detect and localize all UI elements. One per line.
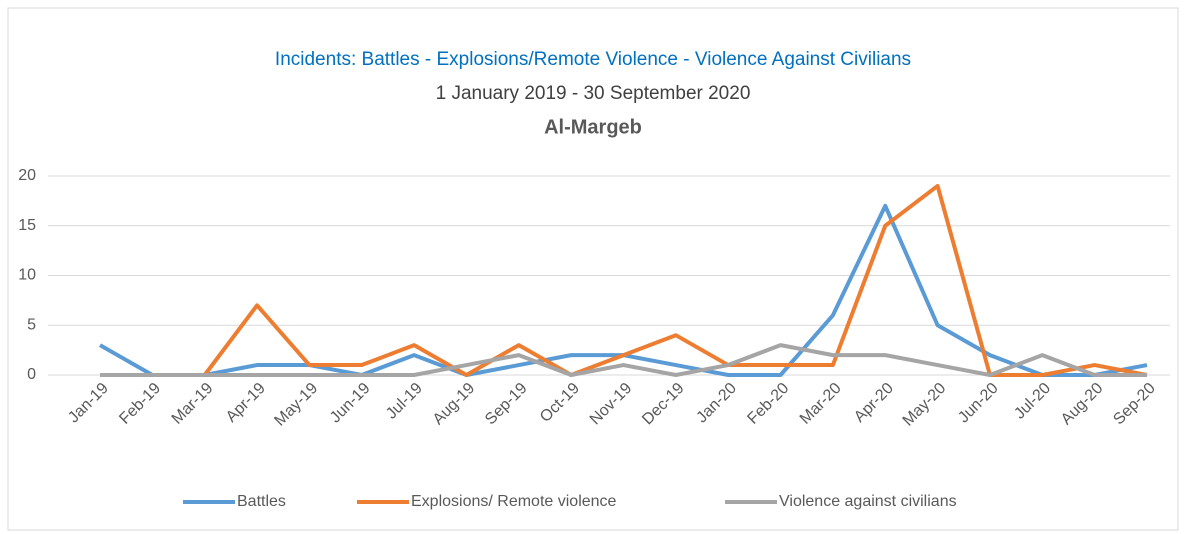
chart-subtitle: 1 January 2019 - 30 September 2020 xyxy=(436,83,751,104)
y-tick-label: 20 xyxy=(18,167,36,184)
series-line xyxy=(100,343,1147,377)
y-tick-label: 0 xyxy=(27,366,36,383)
series-line xyxy=(100,183,1148,377)
y-tick-label: 5 xyxy=(27,316,36,333)
legend-label: Battles xyxy=(237,493,286,510)
chart-heading: Al-Margeb xyxy=(544,116,642,138)
y-tick-label: 15 xyxy=(18,217,36,234)
y-tick-label: 10 xyxy=(18,267,36,284)
legend-label: Violence against civilians xyxy=(779,493,957,510)
chart-border xyxy=(7,7,1179,531)
legend-label: Explosions/ Remote violence xyxy=(411,493,617,510)
chart-title: Incidents: Battles - Explosions/Remote V… xyxy=(275,49,911,70)
